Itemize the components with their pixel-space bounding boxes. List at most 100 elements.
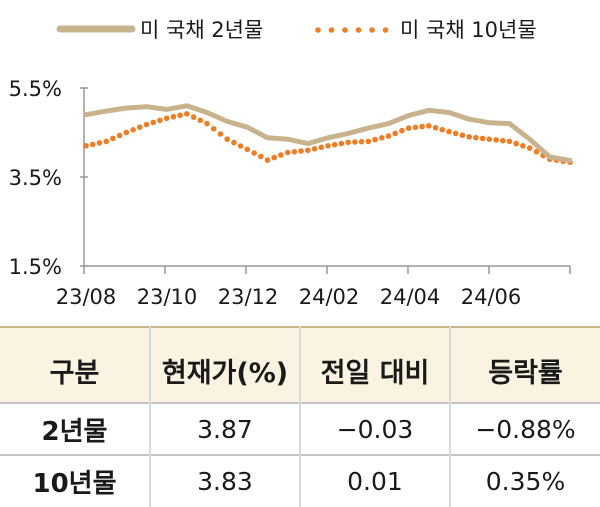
yield-table: 구분 현재가(%) 전일 대비 등락률 2년물 3.87 −0.03 −0.88…: [0, 326, 600, 507]
series-dot-10y: [231, 140, 237, 146]
y-axis: 5.5% 3.5% 1.5%: [9, 77, 88, 279]
series-point-10y: [325, 143, 331, 149]
header-category: 구분: [0, 327, 150, 403]
series-dot-10y: [97, 140, 103, 146]
series-dot-10y: [117, 133, 123, 139]
table-header-row: 구분 현재가(%) 전일 대비 등락률: [0, 327, 600, 403]
series-dot-10y: [177, 113, 183, 119]
header-current-price: 현재가(%): [150, 327, 300, 403]
series-dot-10y: [399, 128, 405, 134]
row-label: 10년물: [0, 455, 150, 507]
cell-change-rate: −0.88%: [450, 403, 600, 455]
series-point-10y: [245, 147, 251, 153]
series-dot-10y: [453, 131, 459, 137]
series-dot-10y: [298, 148, 304, 154]
series-dot-10y: [493, 137, 499, 143]
series-dot-10y: [392, 131, 398, 137]
x-tick-label: 23/12: [218, 285, 279, 309]
series-dot-10y: [157, 118, 163, 124]
series-dot-10y: [500, 138, 506, 144]
series-point-10y: [426, 123, 432, 129]
series-dot-10y: [513, 141, 519, 147]
series-point-10y: [144, 122, 150, 128]
series-dot-10y: [379, 135, 385, 141]
series-point-10y: [507, 139, 513, 145]
series-dot-10y: [480, 136, 486, 142]
series-dot-10y: [339, 141, 345, 147]
legend-dot: [356, 27, 362, 33]
yield-table-wrap: 구분 현재가(%) 전일 대비 등락률 2년물 3.87 −0.03 −0.88…: [0, 326, 600, 504]
series-point-10y: [204, 121, 210, 127]
legend-dot: [329, 27, 335, 33]
series-point-10y: [83, 143, 89, 149]
series-dot-10y: [520, 143, 526, 149]
legend-dot: [315, 27, 321, 33]
legend-dot: [369, 27, 375, 33]
series-dot-10y: [271, 155, 277, 161]
yield-chart: 미 국채 2년물 미 국채 10년물 5.5% 3.5% 1.5% 23/08 …: [0, 0, 600, 326]
series-point-10y: [305, 148, 311, 154]
series-dot-10y: [90, 142, 96, 148]
legend: 미 국채 2년물 미 국채 10년물: [60, 18, 537, 42]
series-dot-10y: [251, 150, 257, 156]
x-tick-label: 23/10: [137, 285, 198, 309]
series-point-10y: [224, 136, 230, 142]
series-dot-10y: [473, 135, 479, 141]
series-dot-10y: [460, 132, 466, 138]
cell-current-price: 3.83: [150, 455, 300, 507]
series-dot-10y: [319, 145, 325, 151]
series-dot-10y: [150, 120, 156, 126]
series-line-2y: [86, 106, 570, 161]
series-dot-10y: [332, 142, 338, 148]
header-daily-change: 전일 대비: [300, 327, 450, 403]
series-dot-10y: [440, 127, 446, 133]
legend-10y-label: 미 국채 10년물: [400, 18, 537, 42]
x-axis: 23/08 23/10 23/12 24/02 24/04 24/06: [56, 266, 570, 309]
series-point-10y: [124, 130, 130, 136]
series-layer: [83, 106, 573, 165]
series-dot-10y: [130, 127, 136, 133]
series-dot-10y: [278, 152, 284, 158]
series-point-10y: [406, 125, 412, 131]
series-dot-10y: [312, 146, 318, 152]
row-label: 2년물: [0, 403, 150, 455]
series-dot-10y: [292, 149, 298, 155]
table-row: 2년물 3.87 −0.03 −0.88%: [0, 403, 600, 455]
series-dot-10y: [238, 143, 244, 149]
series-point-10y: [386, 133, 392, 139]
series-point-10y: [366, 139, 372, 145]
series-point-10y: [446, 129, 452, 135]
cell-daily-change: 0.01: [300, 455, 450, 507]
y-tick-label: 3.5%: [9, 166, 62, 190]
cell-change-rate: 0.35%: [450, 455, 600, 507]
cell-current-price: 3.87: [150, 403, 300, 455]
series-dot-10y: [191, 114, 197, 120]
series-dot-10y: [359, 139, 365, 145]
series-dot-10y: [372, 137, 378, 143]
series-point-10y: [466, 134, 472, 140]
x-tick-label: 24/02: [299, 285, 360, 309]
series-dot-10y: [137, 124, 143, 130]
legend-10y-swatch: [315, 27, 388, 33]
series-dot-10y: [258, 154, 264, 160]
legend-dot: [383, 27, 389, 33]
series-dot-10y: [198, 118, 204, 124]
y-tick-label: 5.5%: [9, 77, 62, 101]
series-point-10y: [184, 111, 190, 117]
series-point-10y: [527, 145, 533, 151]
series-dot-10y: [110, 136, 116, 142]
series-point-10y: [164, 116, 170, 122]
series-point-10y: [345, 140, 351, 146]
series-point-10y: [285, 150, 291, 156]
x-tick-label: 24/04: [380, 285, 441, 309]
series-point-10y: [103, 139, 109, 145]
series-dot-10y: [171, 114, 177, 120]
header-change-rate: 등락률: [450, 327, 600, 403]
cell-daily-change: −0.03: [300, 403, 450, 455]
series-dot-10y: [218, 131, 224, 137]
table-row: 10년물 3.83 0.01 0.35%: [0, 455, 600, 507]
series-dot-10y: [413, 125, 419, 131]
x-tick-label: 23/08: [56, 285, 117, 309]
series-dot-10y: [419, 124, 425, 130]
legend-2y-label: 미 국채 2년물: [140, 18, 263, 42]
